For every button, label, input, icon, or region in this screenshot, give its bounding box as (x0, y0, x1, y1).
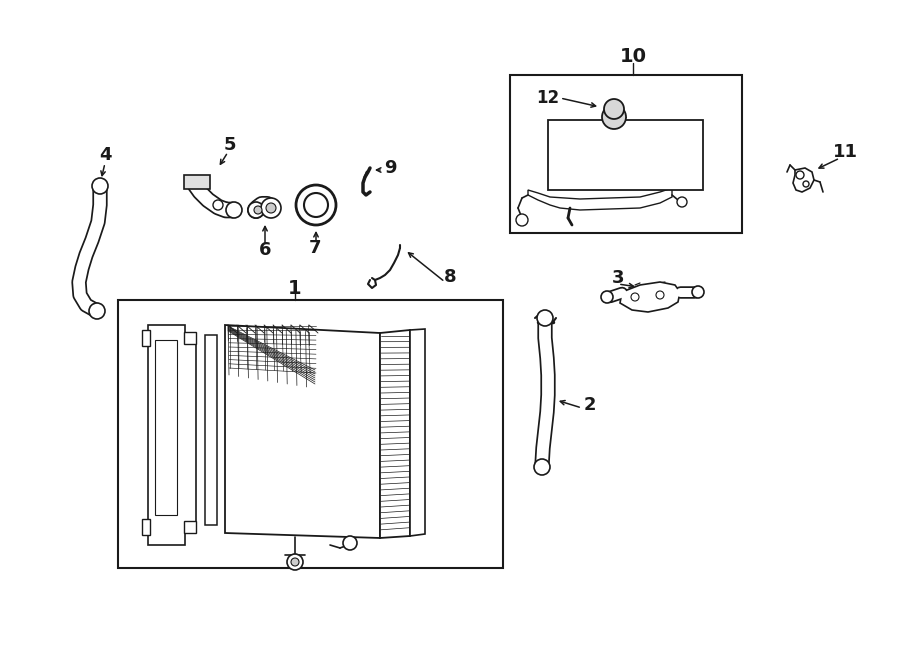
Polygon shape (380, 330, 410, 538)
Polygon shape (148, 325, 196, 545)
Bar (548, 120, 703, 190)
Circle shape (266, 203, 276, 213)
Circle shape (287, 554, 303, 570)
Text: 7: 7 (309, 239, 321, 257)
Circle shape (343, 536, 357, 550)
Polygon shape (225, 325, 380, 538)
Circle shape (534, 459, 550, 475)
Text: 10: 10 (619, 48, 646, 67)
Bar (510, 75, 742, 233)
Circle shape (226, 202, 242, 218)
Bar (118, 300, 503, 568)
Circle shape (803, 181, 809, 187)
Circle shape (631, 293, 639, 301)
Circle shape (516, 214, 528, 226)
Circle shape (254, 206, 262, 214)
Circle shape (296, 185, 336, 225)
Text: 8: 8 (444, 268, 456, 286)
Text: 2: 2 (584, 396, 596, 414)
Circle shape (248, 202, 264, 218)
Circle shape (692, 286, 704, 298)
Text: 1: 1 (288, 278, 302, 297)
Circle shape (601, 291, 613, 303)
Circle shape (89, 303, 105, 319)
Text: 12: 12 (536, 89, 560, 107)
Circle shape (92, 178, 108, 194)
Polygon shape (793, 168, 814, 192)
Text: 5: 5 (224, 136, 236, 154)
Circle shape (796, 171, 804, 179)
Circle shape (304, 193, 328, 217)
Circle shape (604, 99, 624, 119)
Circle shape (656, 291, 664, 299)
Text: 6: 6 (259, 241, 271, 259)
Circle shape (213, 200, 223, 210)
Circle shape (261, 198, 281, 218)
Polygon shape (620, 282, 680, 312)
Bar (142, 519, 150, 535)
Text: 11: 11 (832, 143, 858, 161)
Circle shape (602, 105, 626, 129)
Bar (184, 521, 196, 533)
Bar (155, 340, 177, 515)
Polygon shape (528, 188, 672, 210)
Polygon shape (410, 329, 425, 536)
Text: 9: 9 (383, 159, 396, 177)
Circle shape (537, 310, 553, 326)
Bar (205, 335, 217, 525)
Text: 4: 4 (99, 146, 112, 164)
Circle shape (677, 197, 687, 207)
Bar (184, 332, 196, 344)
Text: 3: 3 (612, 269, 625, 287)
Bar (184, 175, 210, 189)
Bar (142, 330, 150, 346)
Circle shape (291, 558, 299, 566)
